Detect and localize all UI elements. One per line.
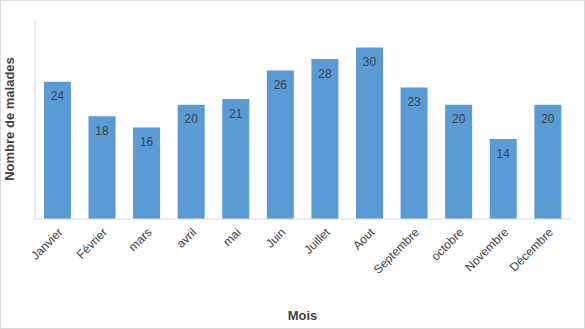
svg-text:octobre: octobre — [428, 225, 466, 263]
svg-text:Juillet: Juillet — [301, 225, 333, 257]
svg-text:20: 20 — [452, 112, 466, 126]
svg-text:Mois: Mois — [288, 308, 318, 323]
svg-text:16: 16 — [140, 135, 154, 149]
svg-text:Nombre de malades: Nombre de malades — [8, 57, 17, 181]
svg-text:24: 24 — [51, 89, 65, 103]
svg-text:Janvier: Janvier — [28, 225, 65, 262]
svg-text:Novembre: Novembre — [462, 225, 511, 274]
svg-text:30: 30 — [363, 55, 377, 69]
svg-text:21: 21 — [229, 107, 243, 121]
svg-text:20: 20 — [541, 112, 555, 126]
svg-text:Septembre: Septembre — [371, 225, 423, 277]
svg-text:26: 26 — [274, 78, 288, 92]
svg-text:28: 28 — [318, 67, 332, 81]
svg-text:23: 23 — [407, 95, 421, 109]
svg-text:Aout: Aout — [350, 225, 378, 253]
svg-text:mars: mars — [126, 225, 155, 254]
svg-text:14: 14 — [497, 147, 511, 161]
svg-text:Février: Février — [74, 225, 110, 261]
svg-text:18: 18 — [95, 124, 109, 138]
svg-text:Juin: Juin — [263, 225, 288, 250]
svg-text:avril: avril — [174, 225, 199, 250]
svg-text:mai: mai — [220, 225, 244, 249]
svg-text:Décembre: Décembre — [507, 225, 556, 274]
svg-text:20: 20 — [184, 112, 198, 126]
